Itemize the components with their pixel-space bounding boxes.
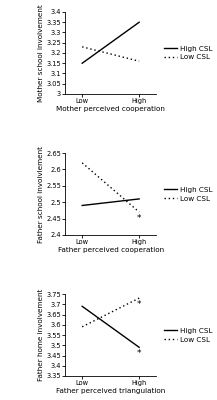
Y-axis label: Father school invoivlement: Father school invoivlement bbox=[38, 146, 44, 242]
Y-axis label: Father home involvement: Father home involvement bbox=[38, 289, 44, 381]
X-axis label: Mother perceived cooperation: Mother perceived cooperation bbox=[56, 106, 165, 112]
Text: *: * bbox=[137, 214, 141, 223]
Y-axis label: Mother school involvement: Mother school involvement bbox=[38, 4, 44, 102]
Legend: High CSL, Low CSL: High CSL, Low CSL bbox=[164, 186, 212, 202]
Legend: High CSL, Low CSL: High CSL, Low CSL bbox=[164, 46, 212, 60]
X-axis label: Father perceived triangulation: Father perceived triangulation bbox=[56, 388, 165, 394]
Text: *: * bbox=[137, 300, 141, 309]
X-axis label: Father perceived cooperation: Father perceived cooperation bbox=[58, 247, 164, 253]
Legend: High CSL, Low CSL: High CSL, Low CSL bbox=[164, 328, 212, 342]
Text: *: * bbox=[137, 349, 141, 358]
